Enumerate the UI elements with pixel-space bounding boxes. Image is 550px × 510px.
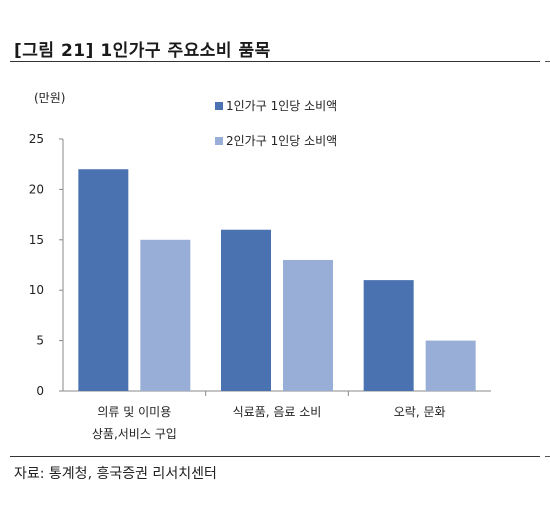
edge-dash-bottom <box>545 456 550 457</box>
bottom-rule <box>10 456 540 457</box>
x-category-label: 식료품, 음료 소비 <box>233 405 322 419</box>
x-category-label: 상품,서비스 구입 <box>92 427 177 441</box>
legend-swatch <box>215 102 223 110</box>
bar-series1 <box>78 169 129 391</box>
y-tick-label: 15 <box>29 233 44 247</box>
legend-swatch <box>215 137 223 145</box>
edge-dash-top <box>545 61 550 62</box>
bar-series2 <box>283 259 333 391</box>
legend-label: 1인가구 1인당 소비액 <box>226 99 337 113</box>
y-tick-label: 5 <box>36 334 44 348</box>
y-tick-label: 20 <box>29 182 44 196</box>
bar-series1 <box>363 280 414 391</box>
bar-series2 <box>140 239 191 391</box>
legend-label: 2인가구 1인당 소비액 <box>226 134 337 148</box>
unit-label: (만원) <box>34 91 65 105</box>
top-rule <box>10 61 540 62</box>
bar-series1 <box>221 229 271 391</box>
chart-title: [그림 21] 1인가구 주요소비 품목 <box>14 41 271 61</box>
bar-series2 <box>425 340 476 391</box>
source-note: 자료: 통계청, 흥국증권 리서치센터 <box>14 466 217 482</box>
x-category-label: 의류 및 이미용 <box>97 405 171 419</box>
y-tick-label: 25 <box>29 132 44 146</box>
y-tick-label: 10 <box>29 283 44 297</box>
x-category-label: 오락, 문화 <box>394 405 446 419</box>
y-tick-label: 0 <box>36 384 44 398</box>
